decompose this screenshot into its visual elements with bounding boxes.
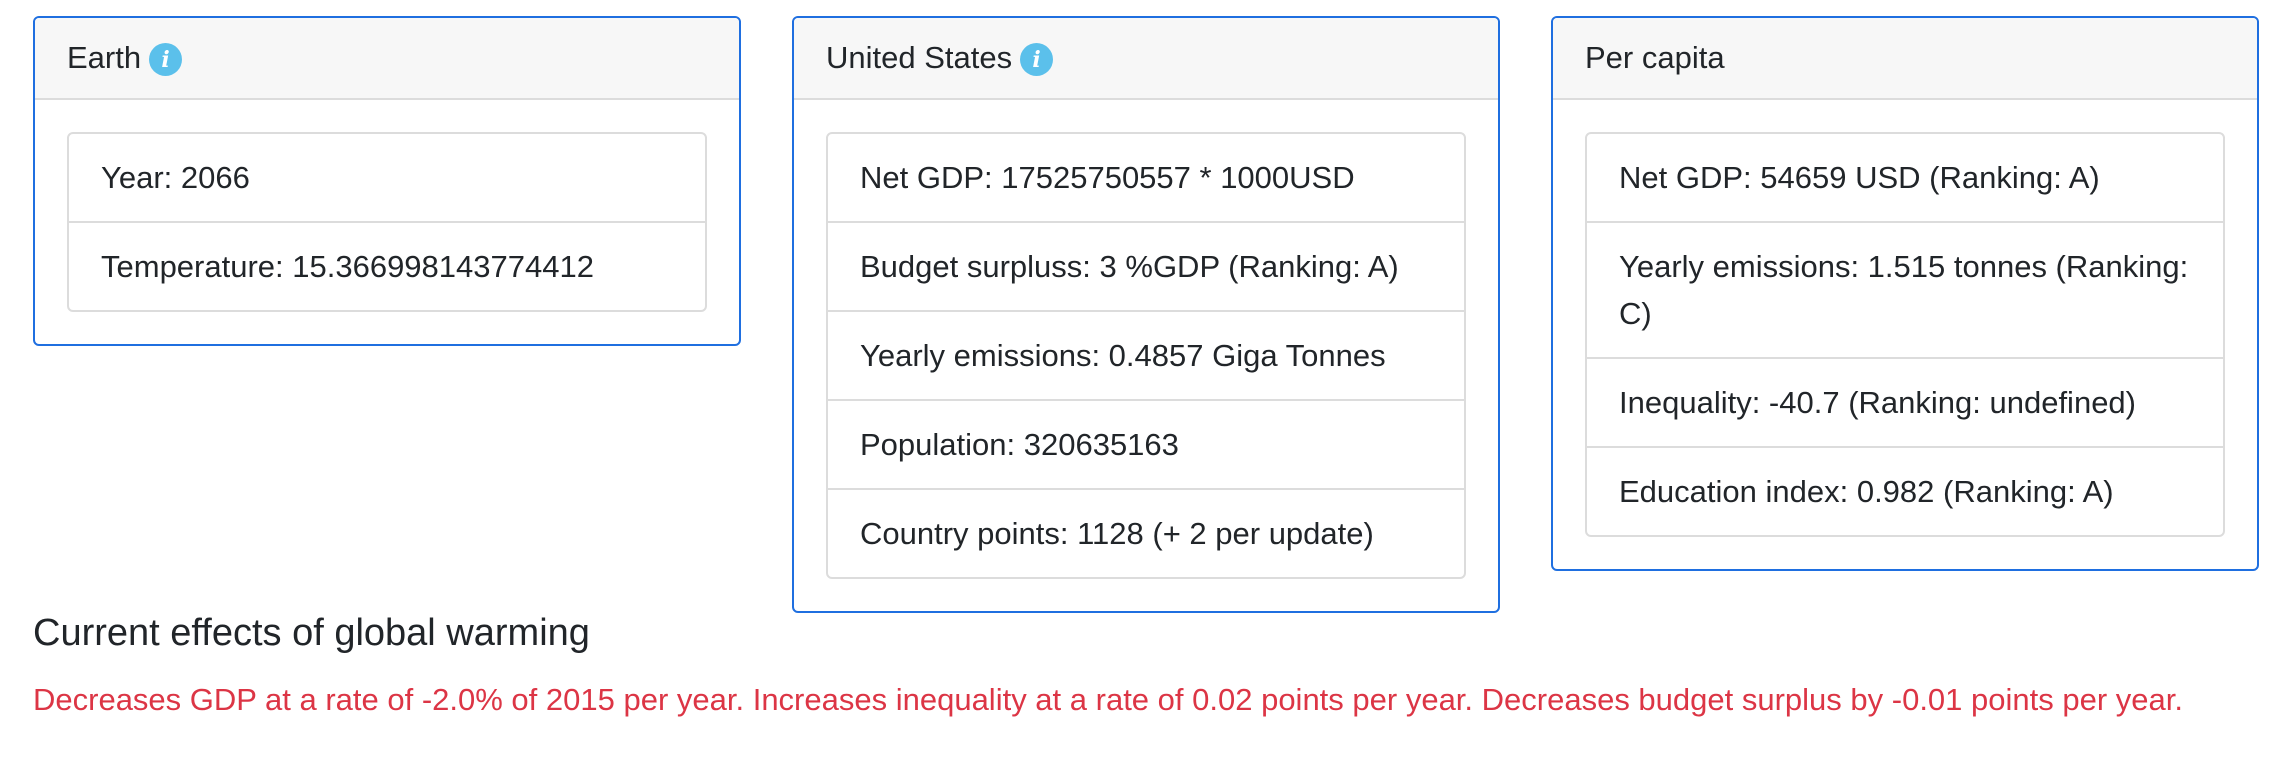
per-capita-card: Per capita Net GDP: 54659 USD (Ranking: … (1551, 16, 2259, 571)
per-capita-card-header: Per capita (1553, 18, 2257, 100)
per-capita-net-gdp: Net GDP: 54659 USD (Ranking: A) (1587, 134, 2223, 223)
earth-card: Earth i Year: 2066 Temperature: 15.36699… (33, 16, 741, 346)
country-population: Population: 320635163 (828, 401, 1464, 490)
country-card-body: Net GDP: 17525750557 * 1000USD Budget su… (794, 100, 1498, 611)
country-card-header: United States i (794, 18, 1498, 100)
per-capita-inequality: Inequality: -40.7 (Ranking: undefined) (1587, 359, 2223, 448)
earth-card-header: Earth i (35, 18, 739, 100)
country-net-gdp: Net GDP: 17525750557 * 1000USD (828, 134, 1464, 223)
info-icon[interactable]: i (1020, 43, 1054, 76)
earth-year: Year: 2066 (69, 134, 705, 223)
country-points: Country points: 1128 (+ 2 per update) (860, 516, 1374, 551)
country-card-title: United States (826, 40, 1013, 75)
stats-cards: Earth i Year: 2066 Temperature: 15.36699… (33, 16, 2259, 613)
effects-description: Decreases GDP at a rate of -2.0% of 2015… (33, 682, 2183, 717)
country-stats-list: Net GDP: 17525750557 * 1000USD Budget su… (826, 132, 1466, 579)
country-card: United States i Net GDP: 17525750557 * 1… (792, 16, 1500, 613)
country-budget-surplus: Budget surpluss: 3 %GDP (Ranking: A) (828, 223, 1464, 312)
info-icon[interactable]: i (149, 43, 183, 76)
per-capita-education-index: Education index: 0.982 (Ranking: A) (1619, 474, 2114, 509)
per-capita-card-title: Per capita (1585, 40, 1725, 75)
earth-stats-list: Year: 2066 Temperature: 15.3669981437744… (67, 132, 707, 312)
earth-card-body: Year: 2066 Temperature: 15.3669981437744… (35, 100, 739, 344)
earth-temperature: Temperature: 15.366998143774412 (101, 249, 594, 284)
effects-heading: Current effects of global warming (33, 612, 590, 654)
per-capita-card-body: Net GDP: 54659 USD (Ranking: A) Yearly e… (1553, 100, 2257, 569)
per-capita-stats-list: Net GDP: 54659 USD (Ranking: A) Yearly e… (1585, 132, 2225, 537)
earth-card-title: Earth (67, 40, 142, 75)
per-capita-yearly-emissions: Yearly emissions: 1.515 tonnes (Ranking:… (1587, 223, 2223, 359)
country-yearly-emissions: Yearly emissions: 0.4857 Giga Tonnes (828, 312, 1464, 401)
